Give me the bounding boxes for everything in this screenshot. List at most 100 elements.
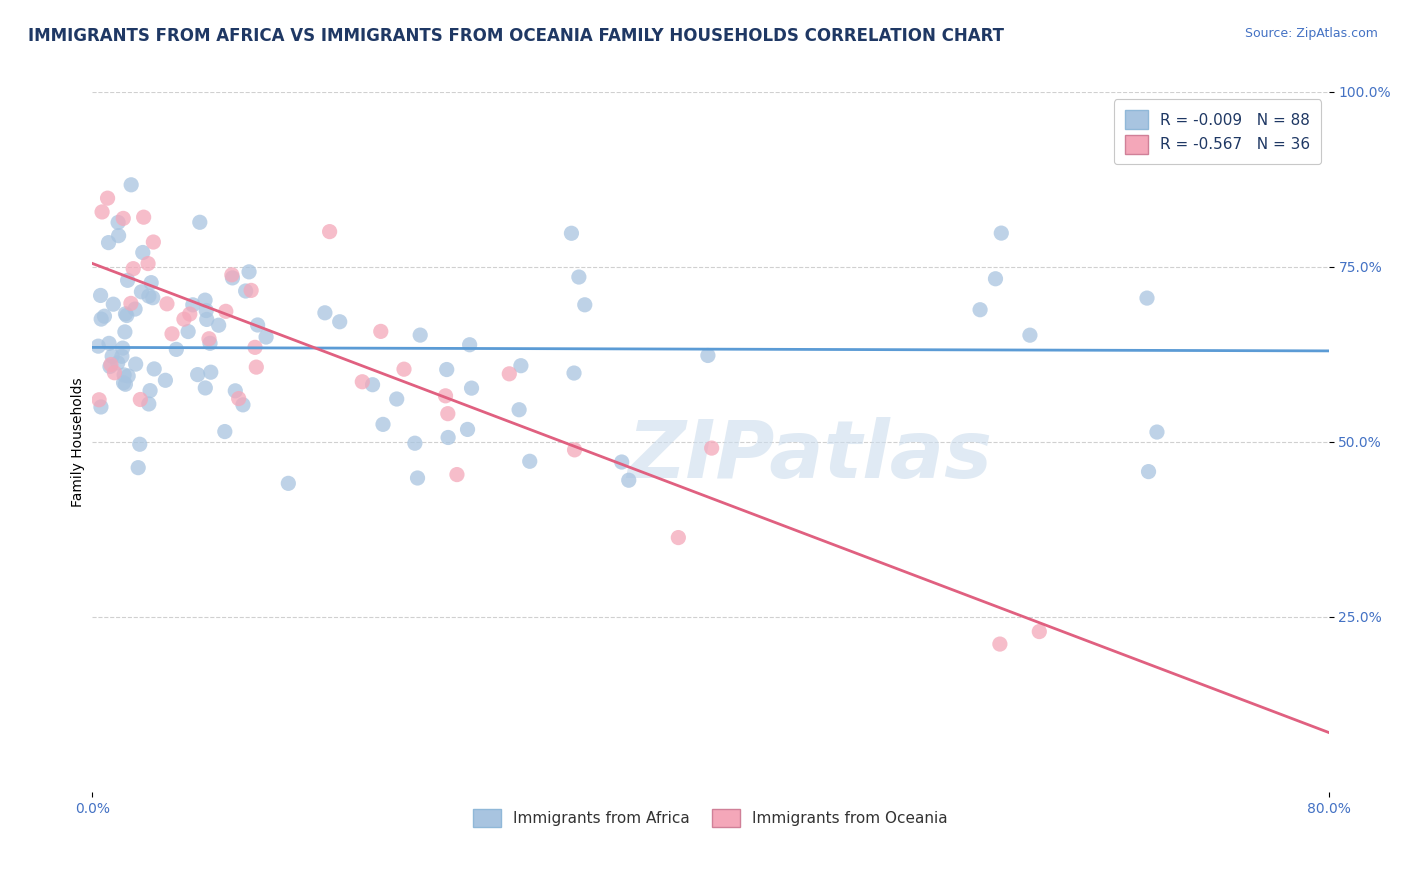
Point	[232, 398, 254, 412]
Point	[198, 332, 221, 346]
Point	[215, 304, 238, 318]
Point	[143, 362, 166, 376]
Point	[385, 392, 408, 406]
Point	[98, 359, 121, 374]
Point	[254, 330, 277, 344]
Point	[314, 306, 336, 320]
Point	[404, 436, 426, 450]
Point	[129, 392, 152, 407]
Point	[156, 297, 179, 311]
Point	[498, 367, 520, 381]
Point	[1028, 624, 1050, 639]
Point	[696, 349, 718, 363]
Point	[436, 362, 458, 376]
Point	[111, 349, 134, 363]
Point	[437, 407, 460, 421]
Point	[195, 312, 218, 326]
Point	[124, 357, 146, 371]
Point	[103, 297, 125, 311]
Point	[564, 442, 586, 457]
Point	[1019, 328, 1042, 343]
Point	[238, 265, 260, 279]
Point	[90, 400, 112, 414]
Point	[90, 312, 112, 326]
Text: ZIPatlas: ZIPatlas	[627, 417, 991, 495]
Point	[112, 376, 135, 390]
Point	[243, 340, 266, 354]
Point	[87, 339, 110, 353]
Point	[93, 309, 115, 323]
Point	[112, 211, 135, 226]
Point	[370, 325, 392, 339]
Point	[352, 375, 374, 389]
Point	[114, 377, 136, 392]
Point	[160, 326, 183, 341]
Point	[132, 245, 155, 260]
Legend: Immigrants from Africa, Immigrants from Oceania: Immigrants from Africa, Immigrants from …	[467, 803, 953, 833]
Point	[562, 366, 585, 380]
Point	[188, 215, 211, 229]
Point	[155, 373, 177, 387]
Point	[560, 227, 582, 241]
Point	[115, 309, 138, 323]
Point	[91, 205, 114, 219]
Point	[1137, 465, 1160, 479]
Point	[200, 365, 222, 379]
Point	[136, 256, 159, 270]
Point	[240, 284, 263, 298]
Point	[131, 285, 153, 299]
Point	[165, 343, 187, 357]
Point	[371, 417, 394, 432]
Point	[127, 460, 149, 475]
Point	[194, 293, 217, 307]
Point	[568, 270, 591, 285]
Point	[221, 268, 243, 282]
Point	[101, 349, 124, 363]
Point	[87, 392, 110, 407]
Point	[177, 325, 200, 339]
Point	[181, 298, 204, 312]
Point	[666, 531, 689, 545]
Point	[574, 298, 596, 312]
Point	[194, 381, 217, 395]
Text: Source: ZipAtlas.com: Source: ZipAtlas.com	[1244, 27, 1378, 40]
Point	[1146, 425, 1168, 439]
Point	[208, 318, 231, 333]
Point	[117, 369, 139, 384]
Point	[128, 437, 150, 451]
Point	[434, 389, 457, 403]
Point	[198, 336, 221, 351]
Point	[139, 384, 162, 398]
Point	[224, 384, 246, 398]
Point	[117, 273, 139, 287]
Point	[122, 261, 145, 276]
Point	[969, 302, 991, 317]
Point	[246, 318, 269, 332]
Point	[138, 397, 160, 411]
Point	[610, 455, 633, 469]
Point	[187, 368, 209, 382]
Point	[112, 368, 135, 382]
Point	[214, 425, 236, 439]
Point	[437, 430, 460, 444]
Point	[179, 307, 201, 321]
Point	[138, 289, 160, 303]
Point	[142, 235, 165, 249]
Point	[90, 288, 112, 302]
Point	[97, 191, 120, 205]
Point	[103, 366, 125, 380]
Point	[245, 360, 267, 375]
Point	[235, 284, 257, 298]
Point	[107, 228, 129, 243]
Point	[361, 377, 384, 392]
Point	[277, 476, 299, 491]
Point	[114, 307, 136, 321]
Point	[700, 441, 723, 455]
Point	[988, 637, 1011, 651]
Point	[409, 328, 432, 343]
Point	[100, 358, 122, 372]
Point	[120, 296, 142, 310]
Point	[318, 225, 340, 239]
Point	[107, 215, 129, 229]
Point	[141, 276, 163, 290]
